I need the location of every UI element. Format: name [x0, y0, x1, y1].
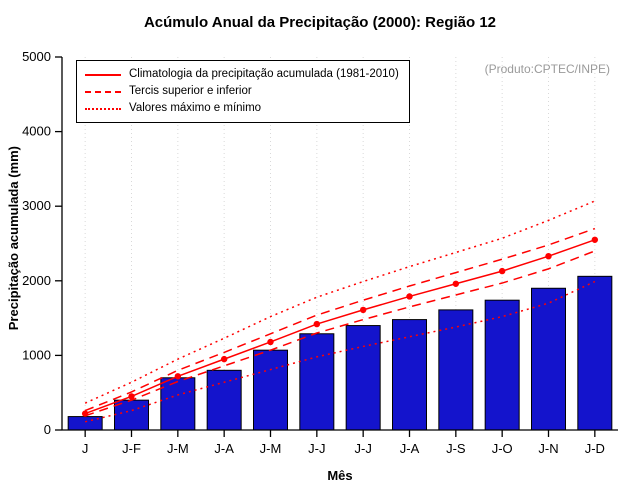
x-tick-label: J-M — [167, 441, 189, 456]
line-series — [84, 200, 596, 404]
x-tick-label: J-D — [585, 441, 605, 456]
bar — [531, 287, 566, 431]
product-annotation: (Produto:CPTEC/INPE) — [484, 62, 610, 76]
bar — [438, 309, 474, 431]
bar — [160, 377, 196, 431]
axes: 0 1000 2000 3000 4000 5000 J J-F J-M J-A J-M J-J J-J… — [22, 49, 618, 456]
x-tick-label: J-J — [354, 441, 371, 456]
x-tick-label: J-A — [400, 441, 420, 456]
legend-item-climatology: Climatologia da precipitação acumulada (… — [85, 66, 399, 83]
legend-label: Tercis superior e inferior — [129, 85, 252, 97]
x-tick-label: J-O — [492, 441, 513, 456]
legend-item-terciles: Tercis superior e inferior — [85, 83, 399, 100]
x-tick-label: J-F — [122, 441, 141, 456]
bar — [299, 333, 335, 431]
line-series — [84, 250, 596, 417]
x-axis-label: Mês — [327, 468, 353, 483]
y-tick-label: 2000 — [22, 273, 51, 288]
bar — [392, 319, 427, 431]
x-tick-label: J-M — [260, 441, 282, 456]
legend-item-max-min: Valores máximo e mínimo — [85, 100, 399, 117]
y-tick-label: 1000 — [22, 347, 51, 362]
y-axis-label: Precipitação acumulada (mm) — [6, 146, 21, 331]
legend-label: Climatologia da precipitação acumulada (… — [129, 68, 399, 80]
chart-legend: Climatologia da precipitação acumulada (… — [76, 60, 410, 123]
line-series — [84, 280, 596, 423]
line-series — [84, 227, 596, 412]
x-tick-label: J-J — [308, 441, 325, 456]
chart-title: Acúmulo Anual da Precipitação (2000): Re… — [143, 14, 497, 31]
bar — [345, 325, 381, 431]
y-tick-label: 4000 — [22, 124, 51, 139]
dotted-line-key-icon — [85, 107, 121, 110]
bar — [484, 299, 520, 431]
x-tick-label: J — [82, 441, 89, 456]
x-tick-label: J-N — [538, 441, 558, 456]
bar — [577, 275, 613, 431]
legend-label: Valores máximo e mínimo — [129, 102, 262, 114]
y-tick-label: 5000 — [22, 49, 51, 64]
line-series — [81, 236, 599, 417]
x-tick-label: J-S — [446, 441, 466, 456]
bar — [253, 349, 288, 431]
dashed-line-key-icon — [85, 90, 121, 93]
y-tick-label: 3000 — [22, 198, 51, 213]
y-tick-label: 0 — [44, 422, 51, 437]
bars-series — [67, 275, 613, 431]
x-tick-label: J-A — [214, 441, 234, 456]
solid-line-key-icon — [85, 73, 121, 76]
